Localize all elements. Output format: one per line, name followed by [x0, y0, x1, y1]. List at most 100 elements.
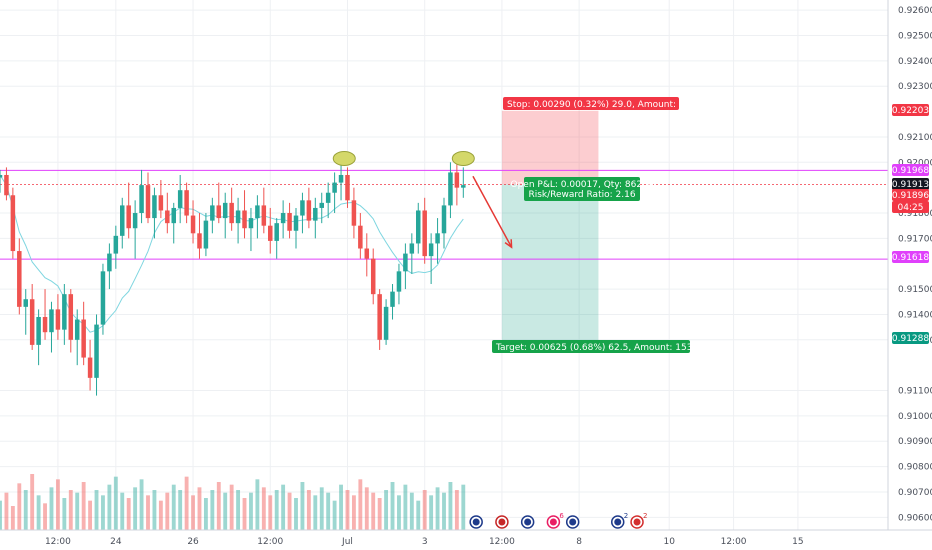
volume-bar — [120, 492, 125, 530]
candle-body — [94, 324, 99, 378]
time-tick-label: 15 — [792, 537, 803, 547]
candle-body — [364, 248, 370, 259]
position-zones[interactable] — [501, 110, 599, 343]
time-tick-label: 12:00 — [45, 537, 71, 547]
volume-bar — [261, 487, 266, 530]
candle-body — [171, 207, 176, 224]
price-tick-label: 0.90900 — [898, 437, 932, 447]
price-tick-label: 0.90600 — [898, 513, 932, 523]
candle-body — [319, 202, 324, 208]
candle-body — [300, 200, 305, 216]
volume-bar — [210, 490, 215, 530]
volume-bar — [435, 487, 440, 530]
price-badge — [892, 178, 929, 190]
candle-body — [222, 202, 228, 219]
candle-body — [74, 319, 80, 340]
stop-zone[interactable] — [501, 110, 599, 185]
volume-bar — [274, 490, 279, 530]
multi-event-icon-dot — [549, 518, 557, 526]
candle-body — [100, 271, 106, 325]
volume-bar — [313, 495, 318, 530]
pnl-label-box — [524, 177, 640, 201]
stop-label-box — [503, 97, 679, 110]
price-tick-label: 0.91100 — [898, 387, 932, 397]
price-tick-label: 0.92100 — [898, 133, 932, 143]
volume-bar — [429, 495, 434, 530]
price-tick-label: 0.91700 — [898, 234, 932, 244]
candle-body — [36, 316, 41, 345]
candle-body — [383, 306, 389, 340]
volume-bar — [377, 498, 382, 530]
volume-bar — [152, 490, 157, 530]
candle-body — [287, 213, 292, 231]
price-tick-label: 0.91800 — [898, 209, 932, 219]
price-badge-label: 0.92203 — [892, 106, 929, 116]
volume-bar — [216, 482, 221, 530]
time-tick-label: 8 — [576, 537, 582, 547]
volume-bar — [422, 490, 427, 530]
candle-body — [403, 253, 408, 272]
candle-body — [345, 174, 350, 201]
volume-bar — [23, 490, 28, 530]
volume-bar — [113, 476, 118, 530]
price-tick-label: 0.90700 — [898, 488, 932, 498]
candle-body — [165, 210, 170, 224]
candle-body — [255, 205, 260, 219]
candle-body — [338, 174, 344, 183]
volume-bar — [81, 482, 86, 530]
volume-bar — [319, 487, 324, 530]
price-badge — [892, 104, 929, 116]
candle-body — [62, 294, 67, 330]
time-tick-label: Jul — [341, 537, 353, 547]
volume-bar — [326, 492, 331, 530]
event-icons[interactable]: 6 2 2 — [469, 512, 648, 529]
multi-event-icon-dot — [633, 518, 641, 526]
price-badge — [892, 201, 929, 213]
candle-body — [370, 258, 376, 295]
candle-body — [152, 195, 157, 219]
volume-bar — [184, 476, 189, 530]
multi-event-icon-dot — [614, 518, 622, 526]
candle-body — [461, 185, 466, 188]
candle-body — [81, 319, 86, 358]
price-axis: 0.92600 0.92500 0.92400 0.92300 0.92100 0.920… — [898, 6, 932, 523]
candle-body — [242, 210, 247, 229]
candle-body — [17, 251, 22, 307]
candle-body — [280, 213, 286, 224]
candle-body — [409, 243, 415, 254]
volume-bar — [249, 492, 253, 530]
price-tick-label: 0.91500 — [898, 285, 932, 295]
volume-bar — [454, 490, 459, 530]
highlight-ellipse[interactable] — [451, 150, 475, 166]
position-labels: Stop: 0.00290 (0.32%) 29.0, Amount: 750 O… — [492, 97, 713, 353]
annotations[interactable] — [332, 150, 513, 249]
volume-bar — [358, 479, 363, 530]
candle-body — [454, 172, 460, 188]
candle-body — [158, 195, 164, 211]
candle-body — [325, 192, 331, 203]
candle-body — [293, 215, 299, 231]
price-badge — [892, 164, 929, 176]
volume-bar — [351, 495, 356, 530]
candle-body — [428, 243, 434, 257]
candle-body — [261, 205, 267, 226]
volume-bar — [49, 487, 54, 530]
volume-bar — [88, 500, 93, 530]
volume-bar — [332, 500, 337, 530]
price-badge-label: 0.91896 — [892, 191, 929, 201]
time-tick-label: 12:00 — [489, 537, 515, 547]
price-axis-panel[interactable] — [889, 0, 932, 530]
highlight-ellipse[interactable] — [332, 150, 356, 166]
candle-body — [145, 185, 151, 219]
target-zone[interactable] — [501, 184, 599, 343]
candle-body — [0, 174, 3, 178]
volume-bar — [390, 482, 395, 530]
candle-body — [358, 225, 363, 249]
trend-arrow[interactable] — [472, 175, 513, 248]
open-pnl-label: Open P&L: 0.00017, Qty: 86206 — [511, 180, 654, 190]
candle-body — [313, 207, 318, 221]
time-tick-label: 10 — [663, 537, 675, 547]
